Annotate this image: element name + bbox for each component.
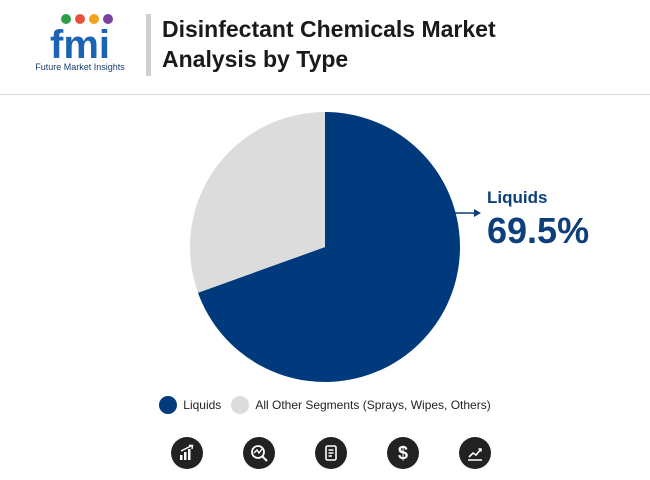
legend-label-others: All Other Segments (Sprays, Wipes, Other… bbox=[255, 398, 491, 412]
logo-wordmark: fmi bbox=[50, 23, 110, 62]
title-divider bbox=[146, 14, 151, 76]
pie-slice-liquids bbox=[197, 112, 461, 382]
legend-swatch-others bbox=[231, 396, 250, 414]
legend-swatch-liquids bbox=[159, 396, 178, 414]
dollar-icon: $ bbox=[387, 437, 419, 469]
callout-value: 69.5% bbox=[487, 210, 590, 251]
logo-subtitle: Future Market Insights bbox=[35, 62, 125, 72]
fmi-logo: fmi Future Market Insights bbox=[24, 12, 136, 78]
title-line-1: Disinfectant Chemicals Market bbox=[162, 16, 496, 42]
header-rule bbox=[0, 94, 650, 95]
page-title: Disinfectant Chemicals Market Analysis b… bbox=[162, 14, 632, 74]
legend-item-liquids: Liquids bbox=[159, 396, 221, 414]
pie-chart bbox=[190, 112, 481, 382]
footer-icons: $ bbox=[0, 437, 650, 469]
trend-chart-icon bbox=[459, 437, 491, 469]
callout-label: Liquids bbox=[487, 188, 548, 207]
legend: Liquids All Other Segments (Sprays, Wipe… bbox=[0, 396, 650, 414]
bar-chart-icon bbox=[171, 437, 203, 469]
callout-arrowhead bbox=[474, 209, 481, 217]
header: fmi Future Market Insights Disinfectant … bbox=[0, 0, 650, 92]
legend-label-liquids: Liquids bbox=[183, 398, 222, 412]
magnify-chart-icon bbox=[243, 437, 275, 469]
document-icon bbox=[315, 437, 347, 469]
title-line-2: Analysis by Type bbox=[162, 46, 349, 72]
legend-item-others: All Other Segments (Sprays, Wipes, Other… bbox=[231, 396, 491, 414]
pie-slice-others bbox=[190, 112, 325, 293]
svg-text:$: $ bbox=[398, 443, 408, 463]
